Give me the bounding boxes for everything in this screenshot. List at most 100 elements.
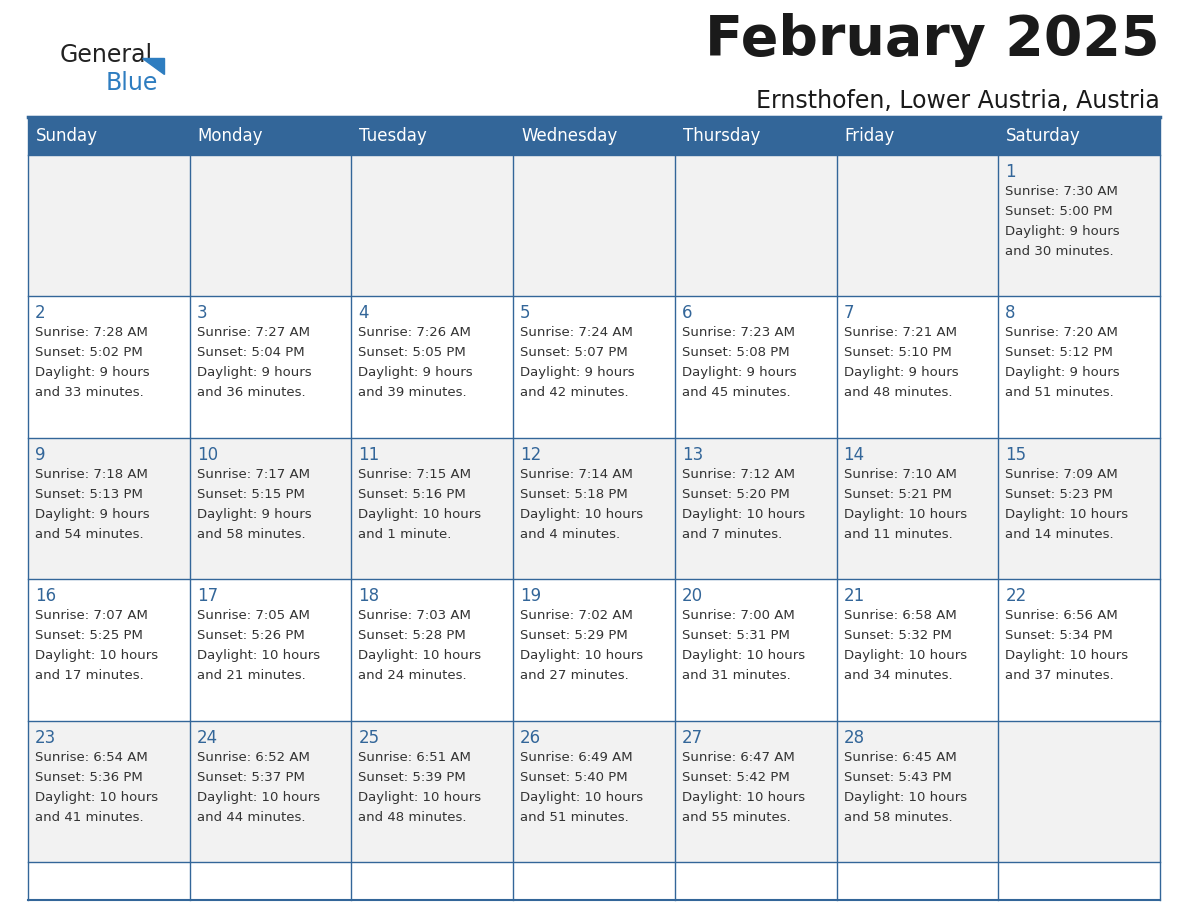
Text: Daylight: 10 hours: Daylight: 10 hours: [520, 790, 643, 803]
Text: and 30 minutes.: and 30 minutes.: [1005, 245, 1114, 258]
Text: Sunset: 5:07 PM: Sunset: 5:07 PM: [520, 346, 628, 360]
Text: Ernsthofen, Lower Austria, Austria: Ernsthofen, Lower Austria, Austria: [757, 89, 1159, 113]
Text: Sunset: 5:26 PM: Sunset: 5:26 PM: [197, 629, 304, 643]
Bar: [352, 297, 513, 438]
Text: Sunset: 5:36 PM: Sunset: 5:36 PM: [34, 770, 143, 784]
Bar: [29, 155, 190, 297]
Text: Sunrise: 7:09 AM: Sunrise: 7:09 AM: [1005, 468, 1118, 481]
Text: Daylight: 9 hours: Daylight: 9 hours: [34, 366, 150, 379]
Text: and 37 minutes.: and 37 minutes.: [1005, 669, 1114, 682]
Bar: [998, 579, 1159, 721]
Bar: [675, 297, 836, 438]
Text: Sunrise: 7:00 AM: Sunrise: 7:00 AM: [682, 610, 795, 622]
Text: 13: 13: [682, 446, 703, 464]
Text: and 34 minutes.: and 34 minutes.: [843, 669, 953, 682]
Text: Sunset: 5:18 PM: Sunset: 5:18 PM: [520, 487, 628, 501]
Text: Sunset: 5:10 PM: Sunset: 5:10 PM: [843, 346, 952, 360]
Text: Sunrise: 6:52 AM: Sunrise: 6:52 AM: [197, 751, 310, 764]
Bar: [675, 438, 836, 579]
Text: Sunrise: 7:23 AM: Sunrise: 7:23 AM: [682, 327, 795, 340]
Text: Sunrise: 6:56 AM: Sunrise: 6:56 AM: [1005, 610, 1118, 622]
Text: Sunrise: 7:24 AM: Sunrise: 7:24 AM: [520, 327, 633, 340]
Bar: [190, 155, 352, 297]
Text: Sunset: 5:40 PM: Sunset: 5:40 PM: [520, 770, 627, 784]
Bar: [998, 117, 1159, 155]
Polygon shape: [143, 58, 164, 74]
Text: and 27 minutes.: and 27 minutes.: [520, 669, 628, 682]
Text: Sunrise: 7:15 AM: Sunrise: 7:15 AM: [359, 468, 472, 481]
Bar: [513, 155, 675, 297]
Text: Daylight: 10 hours: Daylight: 10 hours: [682, 649, 805, 662]
Text: Sunrise: 7:21 AM: Sunrise: 7:21 AM: [843, 327, 956, 340]
Text: Sunset: 5:00 PM: Sunset: 5:00 PM: [1005, 205, 1113, 218]
Text: Sunset: 5:42 PM: Sunset: 5:42 PM: [682, 770, 790, 784]
Text: 1: 1: [1005, 163, 1016, 181]
Text: Monday: Monday: [197, 127, 264, 145]
Text: and 36 minutes.: and 36 minutes.: [197, 386, 305, 399]
Text: and 24 minutes.: and 24 minutes.: [359, 669, 467, 682]
Text: Daylight: 10 hours: Daylight: 10 hours: [520, 508, 643, 521]
Text: Daylight: 10 hours: Daylight: 10 hours: [843, 790, 967, 803]
Bar: [836, 155, 998, 297]
Text: and 44 minutes.: and 44 minutes.: [197, 811, 305, 823]
Text: February 2025: February 2025: [706, 13, 1159, 67]
Bar: [190, 579, 352, 721]
Text: 11: 11: [359, 446, 380, 464]
Text: and 31 minutes.: and 31 minutes.: [682, 669, 790, 682]
Text: Daylight: 10 hours: Daylight: 10 hours: [197, 649, 320, 662]
Text: and 58 minutes.: and 58 minutes.: [843, 811, 953, 823]
Text: 22: 22: [1005, 588, 1026, 605]
Text: 21: 21: [843, 588, 865, 605]
Text: Daylight: 9 hours: Daylight: 9 hours: [520, 366, 634, 379]
Text: 15: 15: [1005, 446, 1026, 464]
Bar: [352, 721, 513, 862]
Text: Sunrise: 7:20 AM: Sunrise: 7:20 AM: [1005, 327, 1118, 340]
Text: Daylight: 9 hours: Daylight: 9 hours: [34, 508, 150, 521]
Text: and 51 minutes.: and 51 minutes.: [520, 811, 628, 823]
Bar: [836, 721, 998, 862]
Bar: [190, 721, 352, 862]
Text: Sunset: 5:20 PM: Sunset: 5:20 PM: [682, 487, 790, 501]
Text: and 48 minutes.: and 48 minutes.: [359, 811, 467, 823]
Bar: [675, 579, 836, 721]
Text: 3: 3: [197, 305, 208, 322]
Text: 28: 28: [843, 729, 865, 746]
Bar: [352, 579, 513, 721]
Text: and 4 minutes.: and 4 minutes.: [520, 528, 620, 541]
Text: 4: 4: [359, 305, 369, 322]
Bar: [513, 579, 675, 721]
Text: Sunrise: 7:02 AM: Sunrise: 7:02 AM: [520, 610, 633, 622]
Text: Daylight: 10 hours: Daylight: 10 hours: [682, 790, 805, 803]
Text: Daylight: 9 hours: Daylight: 9 hours: [197, 366, 311, 379]
Text: Sunrise: 7:03 AM: Sunrise: 7:03 AM: [359, 610, 472, 622]
Text: Sunset: 5:08 PM: Sunset: 5:08 PM: [682, 346, 790, 360]
Text: Sunrise: 7:14 AM: Sunrise: 7:14 AM: [520, 468, 633, 481]
Text: and 54 minutes.: and 54 minutes.: [34, 528, 144, 541]
Text: Sunrise: 7:27 AM: Sunrise: 7:27 AM: [197, 327, 310, 340]
Text: 2: 2: [34, 305, 45, 322]
Text: Sunrise: 6:58 AM: Sunrise: 6:58 AM: [843, 610, 956, 622]
Text: Daylight: 10 hours: Daylight: 10 hours: [682, 508, 805, 521]
Bar: [836, 117, 998, 155]
Text: Sunrise: 6:49 AM: Sunrise: 6:49 AM: [520, 751, 633, 764]
Text: 26: 26: [520, 729, 542, 746]
Text: and 41 minutes.: and 41 minutes.: [34, 811, 144, 823]
Bar: [29, 721, 190, 862]
Text: and 21 minutes.: and 21 minutes.: [197, 669, 305, 682]
Text: and 51 minutes.: and 51 minutes.: [1005, 386, 1114, 399]
Text: and 48 minutes.: and 48 minutes.: [843, 386, 952, 399]
Text: 17: 17: [197, 588, 217, 605]
Bar: [190, 297, 352, 438]
Text: Saturday: Saturday: [1006, 127, 1081, 145]
Text: Sunset: 5:34 PM: Sunset: 5:34 PM: [1005, 629, 1113, 643]
Text: Sunset: 5:25 PM: Sunset: 5:25 PM: [34, 629, 143, 643]
Bar: [513, 438, 675, 579]
Text: Sunrise: 6:51 AM: Sunrise: 6:51 AM: [359, 751, 472, 764]
Text: Sunset: 5:29 PM: Sunset: 5:29 PM: [520, 629, 628, 643]
Text: and 45 minutes.: and 45 minutes.: [682, 386, 790, 399]
Text: Sunrise: 7:10 AM: Sunrise: 7:10 AM: [843, 468, 956, 481]
Bar: [836, 579, 998, 721]
Text: 5: 5: [520, 305, 531, 322]
Text: Daylight: 10 hours: Daylight: 10 hours: [359, 508, 481, 521]
Bar: [836, 297, 998, 438]
